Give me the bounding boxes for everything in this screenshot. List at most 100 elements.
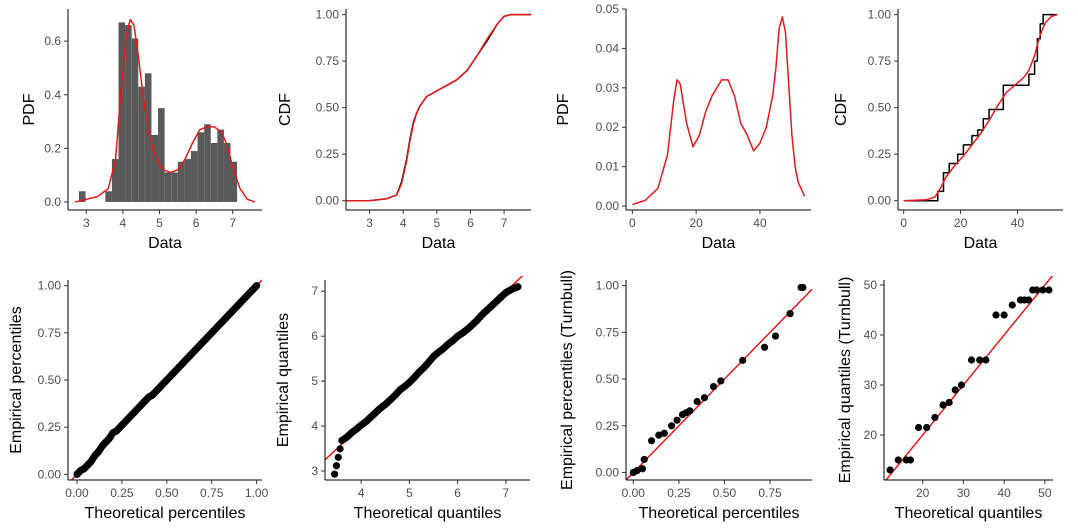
x-axis-title: Data (702, 235, 736, 252)
x-tick-label: 3 (83, 216, 90, 230)
y-tick-label: 0.25 (868, 147, 892, 161)
data-point (939, 401, 947, 409)
histogram-bar (118, 22, 126, 202)
y-axis-title: CDF (277, 93, 294, 126)
data-point (992, 311, 1000, 319)
x-tick-label: 20 (689, 216, 703, 230)
y-axis-title: CDF (833, 93, 850, 126)
data-point (700, 394, 709, 402)
data-point (945, 398, 953, 407)
data-point (786, 310, 794, 318)
data-point (1039, 286, 1047, 294)
histogram-bar (171, 172, 178, 202)
data-point (331, 470, 339, 478)
data-point (709, 382, 718, 391)
histogram-bar (151, 134, 159, 202)
data-point (717, 377, 725, 385)
x-tick-label: 20 (954, 216, 968, 230)
data-point (923, 423, 931, 432)
data-point (1045, 286, 1053, 294)
y-axis-title: Empirical quantiles (Turnbull) (837, 277, 854, 484)
panel-qq-plot-turnbull: 20 30 40 50 20 30 40 50 Theoretical quantiles Emp… (837, 276, 1053, 522)
plot-area (626, 288, 812, 480)
y-tick-label: 4 (311, 419, 318, 433)
data-point (336, 445, 344, 453)
y-tick-label: 0.00 (596, 199, 620, 213)
x-tick-label: 0.00 (65, 486, 89, 500)
histogram-bar (111, 159, 119, 202)
y-tick-label: 0.75 (868, 54, 892, 68)
x-tick-label: 7 (229, 216, 236, 230)
y-tick-label: 30 (864, 378, 878, 392)
histogram-bar (105, 191, 112, 202)
x-tick-label: 6 (467, 216, 474, 230)
y-tick-label: 7 (311, 284, 318, 298)
y-tick-label: 1.00 (38, 279, 62, 293)
x-tick-label: 40 (1011, 216, 1025, 230)
data-point (894, 456, 902, 464)
y-tick-label: 1.00 (316, 8, 340, 22)
x-tick-label: 0 (900, 216, 907, 230)
data-point (638, 465, 647, 473)
y-axis-title: Empirical percentiles (Turnbull) (559, 270, 576, 490)
fitted-line (346, 13, 531, 202)
y-tick-label: 0.25 (596, 419, 620, 433)
data-point (771, 332, 780, 340)
y-tick-label: 5 (311, 374, 318, 388)
data-point (967, 356, 976, 364)
data-point (951, 386, 959, 394)
y-tick-label: 50 (864, 278, 878, 292)
histogram-bar (144, 73, 152, 202)
plot-area (885, 276, 1053, 480)
y-tick-label: 0.00 (316, 194, 340, 208)
fitted-density-line (75, 18, 255, 203)
data-point (334, 453, 342, 461)
y-tick-label: 0.6 (44, 34, 61, 48)
histogram-bar (190, 151, 198, 202)
y-tick-label: 0.00 (596, 466, 620, 480)
data-point (686, 407, 694, 415)
data-point (799, 283, 807, 292)
x-tick-label: 6 (454, 486, 461, 500)
panel-cdf-2: 0 20 40 0.00 0.25 0.50 0.75 1.00 Data CDF (833, 8, 1063, 252)
x-tick-label: 30 (957, 486, 971, 500)
x-axis-title: Theoretical quantiles (895, 505, 1043, 522)
x-tick-label: 7 (501, 216, 508, 230)
panel-pp-plot-turnbull: 0.00 0.25 0.50 0.75 0.00 0.25 0.50 0.75 1.00 Theo… (559, 270, 812, 522)
histogram-bar (125, 25, 132, 202)
histogram-bar (158, 108, 165, 202)
data-point (982, 356, 990, 364)
y-tick-label: 0.25 (38, 420, 62, 434)
data-point (673, 416, 681, 424)
data-point (931, 413, 939, 422)
y-tick-label: 3 (311, 464, 318, 478)
data-point (1008, 301, 1016, 309)
x-axis-title: Data (964, 235, 998, 252)
data-point (886, 466, 894, 474)
y-tick-label: 0.75 (38, 326, 62, 340)
data-point (1033, 286, 1041, 294)
y-tick-label: 40 (864, 328, 878, 342)
y-tick-label: 0.02 (596, 120, 620, 134)
x-tick-label: 0.75 (200, 486, 224, 500)
x-tick-label: 4 (358, 486, 365, 500)
y-tick-label: 0.50 (316, 101, 340, 115)
histogram-bar (138, 86, 145, 202)
x-tick-label: 1.00 (245, 486, 269, 500)
y-tick-label: 1.00 (596, 279, 620, 293)
fitted-line (632, 16, 806, 206)
data-point (906, 456, 915, 464)
fitted-line (903, 13, 1058, 202)
x-tick-label: 20 (916, 486, 930, 500)
x-tick-label: 50 (1038, 486, 1052, 500)
y-tick-label: 0.03 (596, 81, 620, 95)
y-tick-label: 6 (311, 329, 318, 343)
histogram-bar (197, 132, 205, 202)
y-axis-title: PDF (21, 93, 38, 125)
data-point (332, 462, 341, 470)
y-axis-title: Empirical percentiles (8, 306, 25, 454)
data-point (253, 282, 261, 290)
y-tick-label: 0.01 (596, 160, 620, 174)
